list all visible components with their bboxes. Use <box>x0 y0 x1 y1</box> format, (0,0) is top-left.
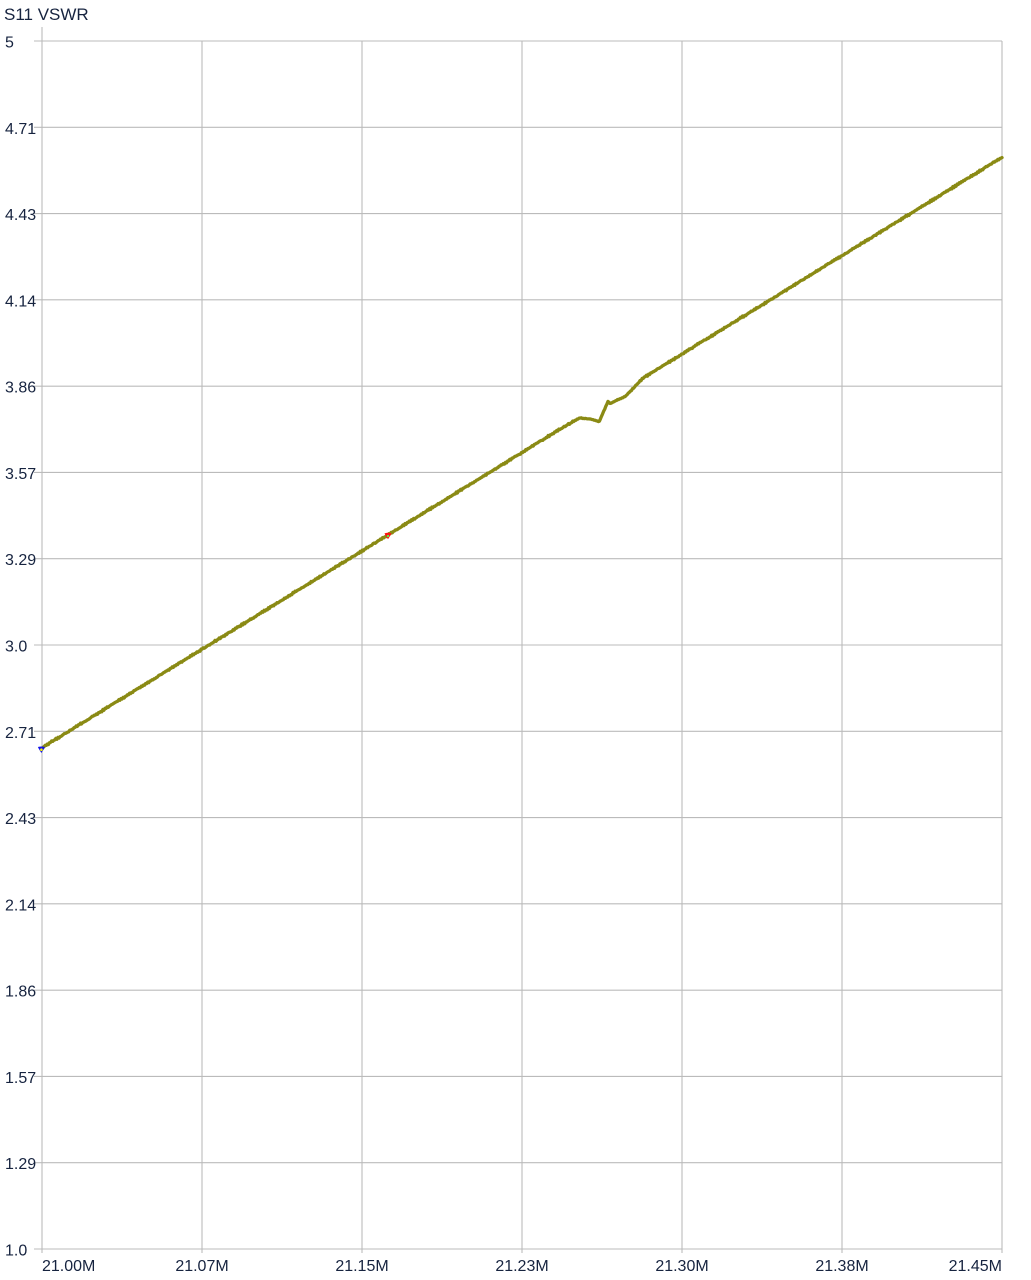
svg-text:21.15M: 21.15M <box>335 1258 388 1275</box>
svg-text:4.14: 4.14 <box>5 293 36 310</box>
svg-text:21.30M: 21.30M <box>655 1258 708 1275</box>
svg-text:1.57: 1.57 <box>5 1070 36 1087</box>
svg-text:3.29: 3.29 <box>5 552 36 569</box>
svg-text:3.0: 3.0 <box>5 639 27 656</box>
svg-text:4.43: 4.43 <box>5 207 36 224</box>
svg-text:3.86: 3.86 <box>5 380 36 397</box>
svg-text:1.86: 1.86 <box>5 984 36 1001</box>
svg-text:21.45M: 21.45M <box>949 1258 1002 1275</box>
svg-text:2.43: 2.43 <box>5 811 36 828</box>
svg-text:4.71: 4.71 <box>5 121 36 138</box>
svg-text:2.71: 2.71 <box>5 725 36 742</box>
svg-text:2.14: 2.14 <box>5 897 36 914</box>
svg-text:21.07M: 21.07M <box>175 1258 228 1275</box>
svg-text:1.29: 1.29 <box>5 1156 36 1173</box>
svg-text:21.00M: 21.00M <box>42 1258 95 1275</box>
svg-text:5: 5 <box>5 35 14 52</box>
svg-text:3.57: 3.57 <box>5 466 36 483</box>
svg-text:1.0: 1.0 <box>5 1243 27 1260</box>
svg-text:21.23M: 21.23M <box>495 1258 548 1275</box>
svg-text:S11 VSWR: S11 VSWR <box>4 5 89 24</box>
svg-text:21.38M: 21.38M <box>815 1258 868 1275</box>
